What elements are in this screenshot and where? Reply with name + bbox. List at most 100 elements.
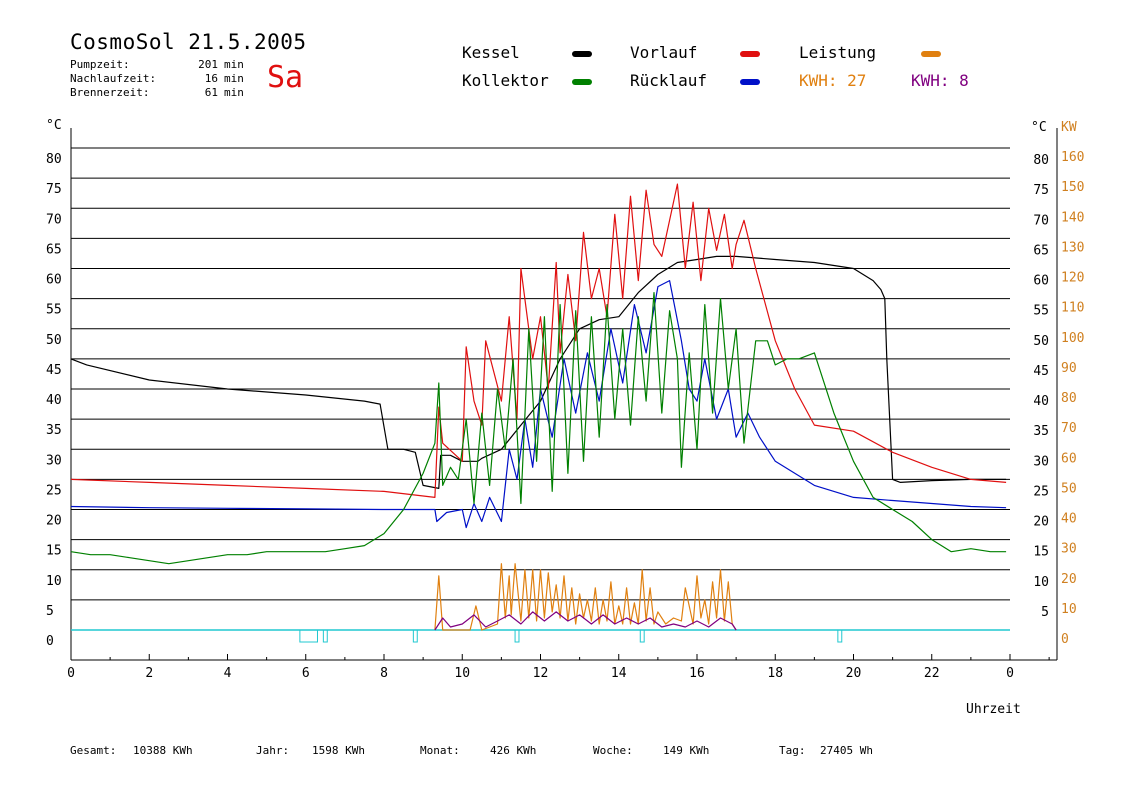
x-tick-label: 0 (1006, 666, 1014, 681)
chart-title: CosmoSol 21.5.2005 (70, 30, 307, 54)
legend-ruecklauf-swatch (740, 79, 760, 85)
series-line-kessel (70, 255, 1007, 489)
footer-tag: Tag: 27405 Wh (779, 744, 873, 757)
y-tick-label: 15 (46, 544, 62, 559)
y2-tick-label: 15 (1033, 545, 1049, 560)
y2-tick-label: 60 (1033, 274, 1049, 289)
y2-tick-label: 55 (1033, 304, 1049, 319)
x-tick-label: 16 (689, 666, 705, 681)
y-tick-label: 40 (46, 393, 62, 408)
legend-vorlauf-label: Vorlauf (630, 43, 698, 62)
kw-tick-label: 130 (1061, 240, 1084, 255)
x-tick-label: 2 (145, 666, 153, 681)
stat-pumpzeit: Pumpzeit: 201 min (70, 58, 244, 71)
stat-unit: min (224, 86, 244, 99)
y-tick-label: 25 (46, 483, 62, 498)
weekday-label: Sa (267, 60, 304, 95)
x-tick-label: 10 (454, 666, 470, 681)
footer-monat: Monat: 426 KWh (420, 744, 536, 757)
x-axis-label: Uhrzeit (966, 702, 1021, 717)
kw-tick-label: 80 (1061, 391, 1077, 406)
x-tick-label: 12 (533, 666, 549, 681)
x-tick-label: 18 (767, 666, 783, 681)
kw-tick-label: 40 (1061, 512, 1077, 527)
x-tick-label: 4 (224, 666, 232, 681)
left-axis-unit: °C (46, 118, 62, 133)
footer-value: 10388 KWh (133, 744, 193, 757)
footer-label: Gesamt: (70, 744, 117, 757)
legend-leistung-label: Leistung (799, 43, 877, 62)
legend-vorlauf-swatch (740, 51, 760, 57)
x-tick-label: 0 (67, 666, 75, 681)
footer-value: 1598 KWh (312, 744, 365, 757)
footer-gesamt: Gesamt: 10388 KWh (70, 744, 193, 757)
y-tick-label: 0 (46, 634, 54, 649)
right-axis-unit: °C (1031, 120, 1047, 135)
y2-tick-label: 80 (1033, 153, 1049, 168)
kw-tick-label: 100 (1061, 331, 1084, 346)
y-tick-label: 80 (46, 152, 62, 167)
kw-tick-label: 150 (1061, 180, 1084, 195)
x-tick-label: 14 (611, 666, 627, 681)
series-line-ruecklauf (70, 280, 1007, 529)
y2-tick-label: 50 (1033, 334, 1049, 349)
legend-kessel-swatch (572, 51, 592, 57)
y-tick-label: 75 (46, 182, 62, 197)
y-tick-label: 60 (46, 273, 62, 288)
stat-brennerzeit: Brennerzeit: 61 min (70, 86, 244, 99)
kw-tick-label: 50 (1061, 481, 1077, 496)
series-lines (70, 183, 1010, 643)
kw-tick-label: 140 (1061, 210, 1084, 225)
y2-tick-label: 10 (1033, 575, 1049, 590)
kw-tick-label: 60 (1061, 451, 1077, 466)
kw-tick-label: 120 (1061, 271, 1084, 286)
legend-leistung-swatch (921, 51, 941, 57)
x-tick-label: 6 (302, 666, 310, 681)
kw-tick-label: 10 (1061, 602, 1077, 617)
footer-value: 426 KWh (490, 744, 537, 757)
x-tick-label: 20 (846, 666, 862, 681)
footer-label: Woche: (593, 744, 633, 757)
pump-marker (514, 629, 520, 643)
kw-tick-label: 110 (1061, 301, 1084, 316)
pump-marker (299, 629, 318, 643)
pump-marker (837, 629, 843, 643)
legend-kollektor-swatch (572, 79, 592, 85)
y2-tick-label: 70 (1033, 213, 1049, 228)
kw-tick-label: 0 (1061, 632, 1069, 647)
kw-tick-label: 30 (1061, 542, 1077, 557)
y2-tick-label: 40 (1033, 394, 1049, 409)
footer-label: Monat: (420, 744, 460, 757)
series-line-kwh_purple (434, 611, 737, 631)
stat-label: Nachlaufzeit: (70, 72, 157, 85)
stat-label: Brennerzeit: (70, 86, 150, 99)
legend-kwh-purple: KWH: 8 (911, 71, 969, 90)
y-tick-label: 5 (46, 604, 54, 619)
y2-tick-label: 5 (1041, 605, 1049, 620)
legend-kwh-orange: KWH: 27 (799, 71, 867, 90)
y2-tick-label: 45 (1033, 364, 1049, 379)
series-line-kollektor (70, 292, 1007, 565)
x-tick-label: 22 (924, 666, 940, 681)
stat-value: 201 (198, 58, 218, 71)
footer-value: 149 KWh (663, 744, 710, 757)
kw-tick-label: 20 (1061, 572, 1077, 587)
stat-unit: min (224, 58, 244, 71)
series-line-leistung (434, 563, 737, 631)
footer-label: Jahr: (256, 744, 290, 757)
y2-tick-label: 35 (1033, 424, 1049, 439)
y-tick-label: 50 (46, 333, 62, 348)
pump-marker (322, 629, 328, 643)
pump-marker (639, 629, 645, 643)
kw-tick-label: 160 (1061, 150, 1084, 165)
legend-kessel-label: Kessel (462, 43, 520, 62)
y-tick-label: 35 (46, 423, 62, 438)
stat-value: 16 (204, 72, 218, 85)
stat-value: 61 (204, 86, 218, 99)
y-tick-label: 30 (46, 453, 62, 468)
y-tick-label: 65 (46, 242, 62, 257)
stat-unit: min (224, 72, 244, 85)
y-tick-label: 55 (46, 303, 62, 318)
footer-woche: Woche: 149 KWh (593, 744, 709, 757)
